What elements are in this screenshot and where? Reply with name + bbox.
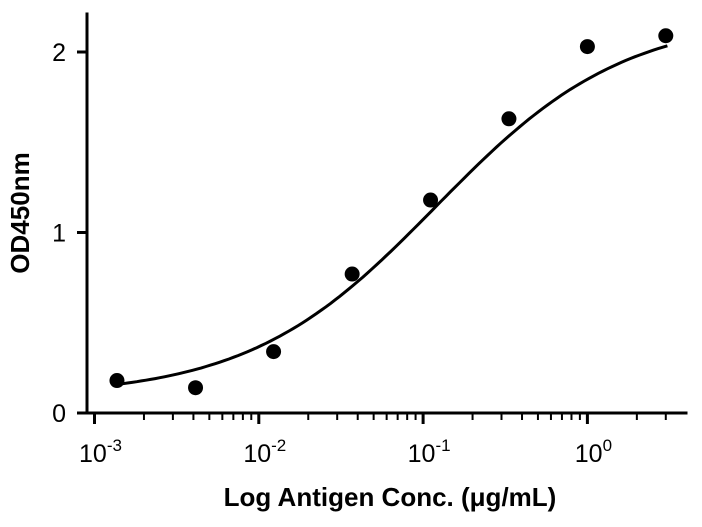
y-axis-title: OD450nm xyxy=(5,152,35,273)
fit-curve xyxy=(113,44,668,387)
data-point xyxy=(501,111,517,127)
x-tick-label: 10-1 xyxy=(408,436,451,468)
data-point xyxy=(658,28,674,44)
x-axis-title: Log Antigen Conc. (μg/mL) xyxy=(224,482,557,512)
x-tick-label-base: 10 xyxy=(408,440,436,468)
x-tick-label: 10-3 xyxy=(79,436,122,468)
ticks xyxy=(77,50,667,424)
data-point xyxy=(188,380,204,396)
x-tick-label: 100 xyxy=(575,436,612,468)
data-points xyxy=(109,28,674,396)
data-point xyxy=(344,266,360,282)
x-tick-label-base: 10 xyxy=(79,440,107,468)
data-point xyxy=(423,192,439,208)
y-tick-label: 0 xyxy=(52,400,66,428)
x-tick-label: 10-2 xyxy=(243,436,286,468)
data-point xyxy=(266,344,282,360)
data-point xyxy=(579,39,595,55)
y-tick-label: 2 xyxy=(52,39,66,67)
data-point xyxy=(109,373,125,389)
x-tick-label-exponent: -1 xyxy=(435,436,450,455)
y-tick-label: 1 xyxy=(52,220,66,248)
x-tick-label-exponent: -3 xyxy=(107,436,122,455)
x-tick-label-exponent: -2 xyxy=(271,436,286,455)
x-tick-label-base: 10 xyxy=(575,440,603,468)
x-tick-label-base: 10 xyxy=(243,440,271,468)
x-tick-label-exponent: 0 xyxy=(603,436,612,455)
